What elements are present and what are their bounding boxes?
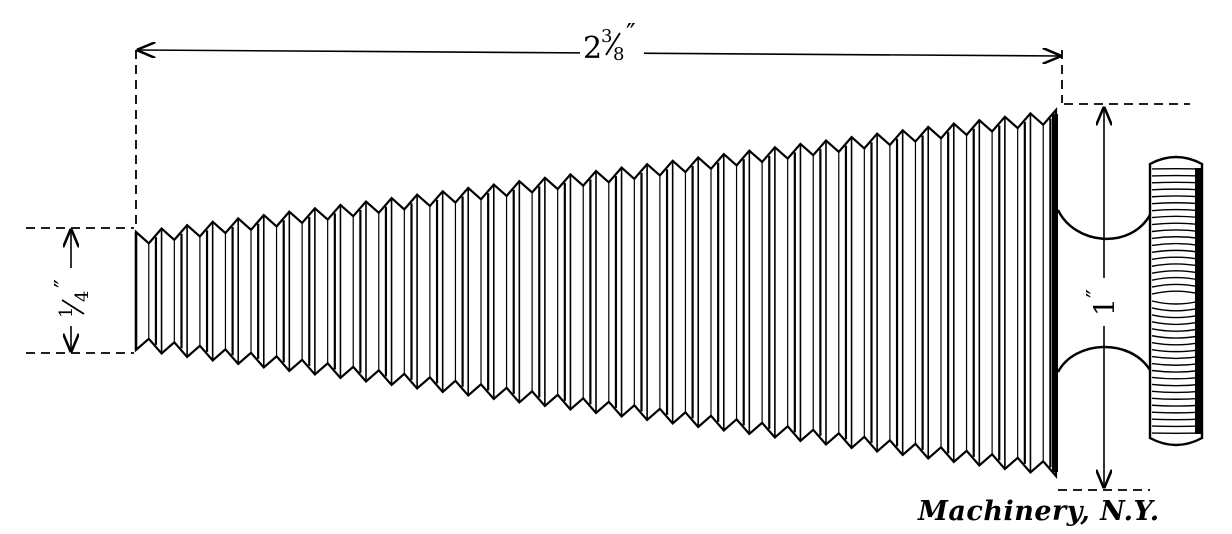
- large-end-inch-mark: ″: [1082, 289, 1110, 298]
- length-fraction-numerator: 3: [601, 26, 612, 47]
- large-end-value: 1: [1088, 298, 1121, 316]
- small-end-fraction-denominator: 4: [72, 291, 93, 302]
- length-inch-mark: ″: [626, 19, 636, 49]
- publisher-credit: Machinery, N.Y.: [918, 496, 1160, 527]
- small-end-inch-mark: ″: [50, 279, 78, 288]
- threaded-taper-body: [134, 107, 1058, 479]
- large-end-label: 1 ″: [1082, 278, 1121, 326]
- small-end-label: 1 4 ″: [50, 268, 93, 326]
- knurled-head: [1148, 155, 1204, 447]
- length-whole: 2: [583, 31, 602, 66]
- small-end-fraction-numerator: 1: [56, 307, 77, 318]
- length-fraction-denominator: 8: [613, 44, 624, 65]
- length-label: 2 3 8 ″: [580, 19, 644, 66]
